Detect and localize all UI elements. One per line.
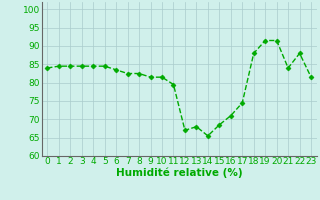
X-axis label: Humidité relative (%): Humidité relative (%) [116,168,243,178]
